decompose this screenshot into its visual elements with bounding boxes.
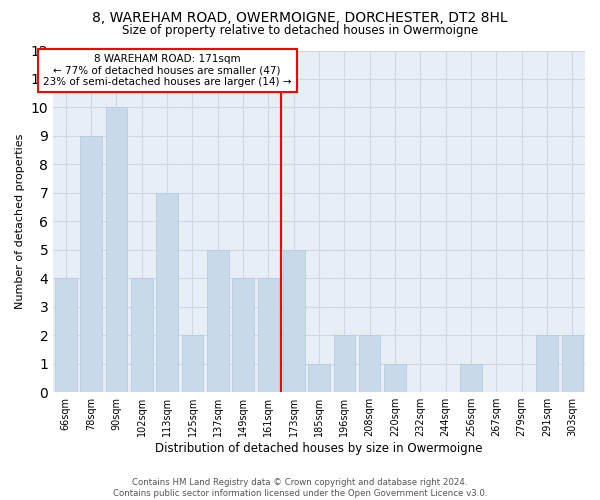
X-axis label: Distribution of detached houses by size in Owermoigne: Distribution of detached houses by size … <box>155 442 483 455</box>
Bar <box>384 364 406 392</box>
Bar <box>562 336 583 392</box>
Bar <box>232 278 254 392</box>
Bar <box>283 250 305 392</box>
Text: 8, WAREHAM ROAD, OWERMOIGNE, DORCHESTER, DT2 8HL: 8, WAREHAM ROAD, OWERMOIGNE, DORCHESTER,… <box>92 11 508 25</box>
Bar <box>536 336 558 392</box>
Bar <box>157 193 178 392</box>
Text: Contains HM Land Registry data © Crown copyright and database right 2024.
Contai: Contains HM Land Registry data © Crown c… <box>113 478 487 498</box>
Bar <box>80 136 102 392</box>
Bar <box>334 336 355 392</box>
Bar <box>131 278 152 392</box>
Bar <box>359 336 380 392</box>
Text: 8 WAREHAM ROAD: 171sqm
← 77% of detached houses are smaller (47)
23% of semi-det: 8 WAREHAM ROAD: 171sqm ← 77% of detached… <box>43 54 292 87</box>
Text: Size of property relative to detached houses in Owermoigne: Size of property relative to detached ho… <box>122 24 478 37</box>
Bar <box>106 108 127 392</box>
Bar <box>308 364 330 392</box>
Bar <box>460 364 482 392</box>
Y-axis label: Number of detached properties: Number of detached properties <box>15 134 25 309</box>
Bar <box>257 278 279 392</box>
Bar <box>182 336 203 392</box>
Bar <box>207 250 229 392</box>
Bar <box>55 278 77 392</box>
